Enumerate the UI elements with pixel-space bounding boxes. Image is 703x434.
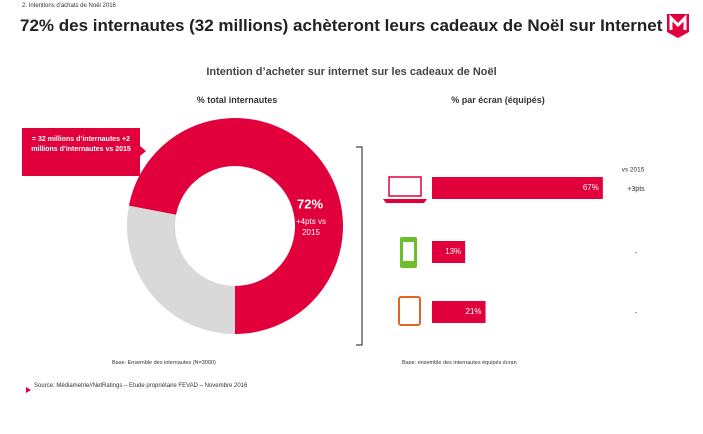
phone-screen	[403, 242, 414, 261]
base-note: Base: ensemble des internautes équipés é…	[402, 360, 517, 366]
donut-segment	[127, 205, 235, 335]
chart-title: % par écran (équipés)	[451, 95, 545, 105]
value-label: 67%	[583, 183, 599, 192]
section-label: 2. Intentions d'achats de Noël 2016	[22, 3, 116, 9]
chart-title: % total internautes	[196, 95, 278, 105]
base-note: Base: Ensemble des internautes (N=3000)	[112, 360, 216, 366]
subtitle: Intention d’acheter sur internet sur les…	[206, 66, 497, 78]
source: Source: Médiametrie//NetRatings – Etude …	[34, 383, 248, 389]
value-label: 13%	[445, 247, 461, 256]
change-header: vs 2015	[622, 167, 645, 174]
page-title: 72% des internautes (32 millions) achète…	[20, 16, 663, 35]
bracket	[356, 146, 363, 346]
icon	[383, 176, 427, 203]
callout-box	[22, 128, 146, 176]
bar	[432, 177, 603, 199]
bar	[432, 241, 466, 263]
change-label: -	[635, 310, 638, 317]
value-label: 21%	[466, 307, 482, 316]
logo	[667, 14, 689, 38]
laptop-icon	[388, 176, 422, 197]
icon	[398, 296, 421, 326]
change-label: -	[635, 250, 638, 257]
donut-segment	[128, 117, 343, 335]
annotation: +4pts vs 2015	[295, 217, 326, 237]
tablet-icon	[398, 296, 421, 326]
laptop-base	[383, 199, 427, 203]
change-label: +3pts	[627, 186, 645, 193]
icon	[400, 237, 417, 268]
callout: = 32 millions d’internautes +2 millions …	[31, 136, 131, 153]
source-marker	[26, 387, 31, 393]
value-label: 72%	[297, 196, 323, 211]
bar	[432, 301, 486, 323]
